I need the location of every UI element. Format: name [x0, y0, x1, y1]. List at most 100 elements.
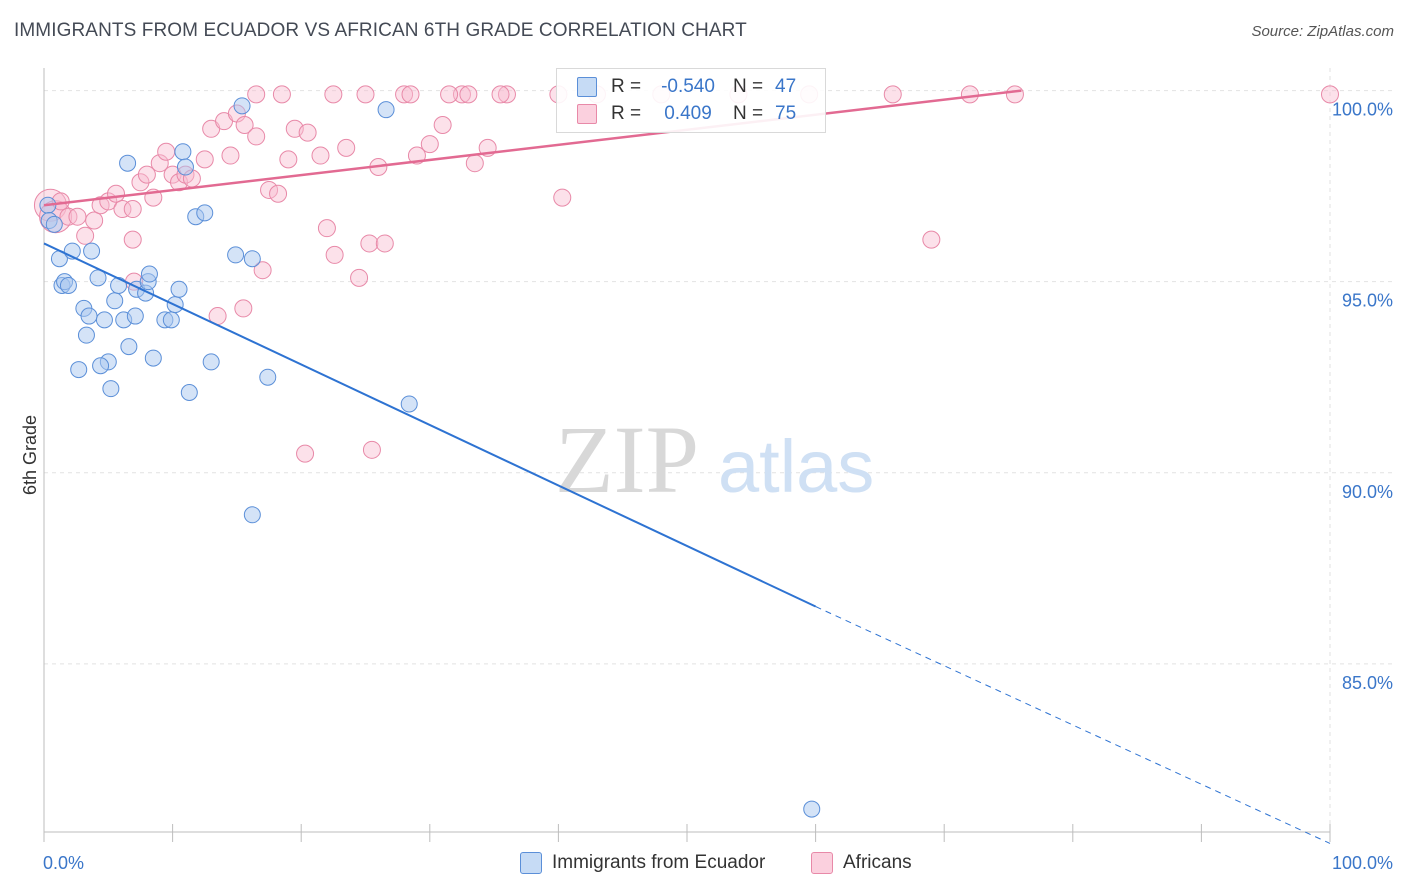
africans-point — [440, 85, 459, 104]
r-label: R = — [611, 76, 642, 97]
ecuador-point — [120, 338, 138, 356]
ecuador-point — [83, 242, 101, 260]
africans-swatch — [577, 104, 597, 124]
y-tick-label: 90.0% — [1342, 482, 1393, 502]
ecuador-point — [233, 97, 251, 115]
africans-point — [68, 207, 87, 226]
ecuador-point — [202, 353, 220, 371]
africans-point — [234, 299, 253, 318]
ecuador-point — [45, 215, 63, 233]
x-tick-label-max: 100.0% — [1332, 853, 1393, 873]
africans-point — [150, 154, 169, 173]
ecuador-point — [110, 276, 128, 294]
ecuador-point — [92, 357, 110, 375]
y-tick-label: 85.0% — [1342, 673, 1393, 693]
africans-point — [195, 150, 214, 169]
ecuador-point — [243, 506, 261, 524]
africans-point — [298, 123, 317, 142]
africans-point — [157, 142, 176, 161]
africans-point — [59, 207, 78, 226]
ecuador-point — [70, 361, 88, 379]
africans-point — [459, 85, 478, 104]
ecuador-r-value: -0.540 — [661, 76, 715, 97]
x-tick-label-min: 0.0% — [43, 853, 84, 873]
africans-point — [491, 85, 510, 104]
africans-point — [221, 146, 240, 165]
africans-point — [123, 200, 142, 219]
africans-point — [272, 85, 291, 104]
africans-point — [247, 85, 266, 104]
africans-point — [260, 180, 279, 199]
africans-point — [375, 234, 394, 253]
africans-point — [553, 188, 572, 207]
africans-point — [247, 127, 266, 146]
africans-point — [113, 200, 132, 219]
ecuador-trend-extension — [815, 606, 1331, 844]
ecuador-point — [243, 250, 261, 268]
ecuador-point — [119, 154, 137, 172]
ecuador-point — [95, 311, 113, 329]
legend-label-ecuador: Immigrants from Ecuador — [552, 852, 766, 873]
africans-n-value: 75 — [775, 103, 797, 124]
y-axis-label: 6th Grade — [20, 415, 40, 495]
africans-trend-line — [43, 89, 1022, 207]
legend-swatch-africans — [811, 852, 833, 874]
africans-point — [356, 85, 375, 104]
africans-point — [311, 146, 330, 165]
ecuador-point — [400, 395, 418, 413]
legend-item-ecuador[interactable]: Immigrants from Ecuador — [520, 852, 765, 874]
legend-label-africans: Africans — [843, 852, 912, 873]
ecuador-point — [126, 307, 144, 325]
africans-point — [922, 230, 941, 249]
ecuador-trend-line — [43, 242, 817, 608]
africans-point — [107, 184, 126, 203]
stats-row-africans: R = 0.409 N = 75 — [557, 100, 796, 128]
africans-point — [279, 150, 298, 169]
africans-point — [131, 173, 150, 192]
axis-labels: 100.0% 95.0% 90.0% 85.0% 0.0% 100.0% 6th Grade — [20, 100, 1393, 873]
ecuador-point — [227, 246, 245, 264]
y-tick-label: 100.0% — [1332, 100, 1393, 120]
legend-swatch-ecuador — [520, 852, 542, 874]
ecuador-point — [77, 326, 95, 344]
source-label: Source: ZipAtlas.com — [1251, 23, 1394, 40]
ecuador-point — [174, 143, 192, 161]
watermark-zip: ZIP — [555, 406, 699, 513]
africans-point — [465, 154, 484, 173]
africans-point — [362, 440, 381, 459]
stats-row-ecuador: R = -0.540 N = 47 — [557, 73, 796, 101]
ecuador-swatch — [577, 77, 597, 97]
africans-point — [337, 138, 356, 157]
ecuador-point — [259, 368, 277, 386]
africans-point — [235, 115, 254, 134]
ecuador-point — [377, 101, 395, 119]
ecuador-point — [102, 380, 120, 398]
ecuador-point — [144, 349, 162, 367]
stats-legend: R = -0.540 N = 47 R = 0.409 N = 75 — [556, 68, 826, 133]
ecuador-point — [106, 292, 124, 310]
africans-point — [325, 245, 344, 264]
africans-point — [452, 85, 471, 104]
ecuador-point — [170, 280, 188, 298]
trend-lines — [43, 89, 1331, 844]
africans-point — [137, 165, 156, 184]
africans-point — [269, 184, 288, 203]
bottom-legend: Immigrants from Ecuador Africans — [0, 850, 1406, 880]
africans-point — [324, 85, 343, 104]
africans-point — [1005, 85, 1024, 104]
n-label: N = — [733, 103, 764, 124]
ecuador-n-value: 47 — [775, 76, 797, 97]
axes — [43, 68, 1331, 842]
legend-item-africans[interactable]: Africans — [811, 852, 912, 874]
africans-point — [163, 165, 182, 184]
africans-point — [76, 226, 95, 245]
ecuador-point — [59, 276, 77, 294]
africans-point — [433, 115, 452, 134]
ecuador-point — [180, 383, 198, 401]
africans-r-value: 0.409 — [664, 103, 712, 124]
africans-point — [497, 85, 516, 104]
r-label: R = — [611, 103, 642, 124]
africans-point — [85, 211, 104, 230]
africans-point — [1321, 85, 1339, 104]
